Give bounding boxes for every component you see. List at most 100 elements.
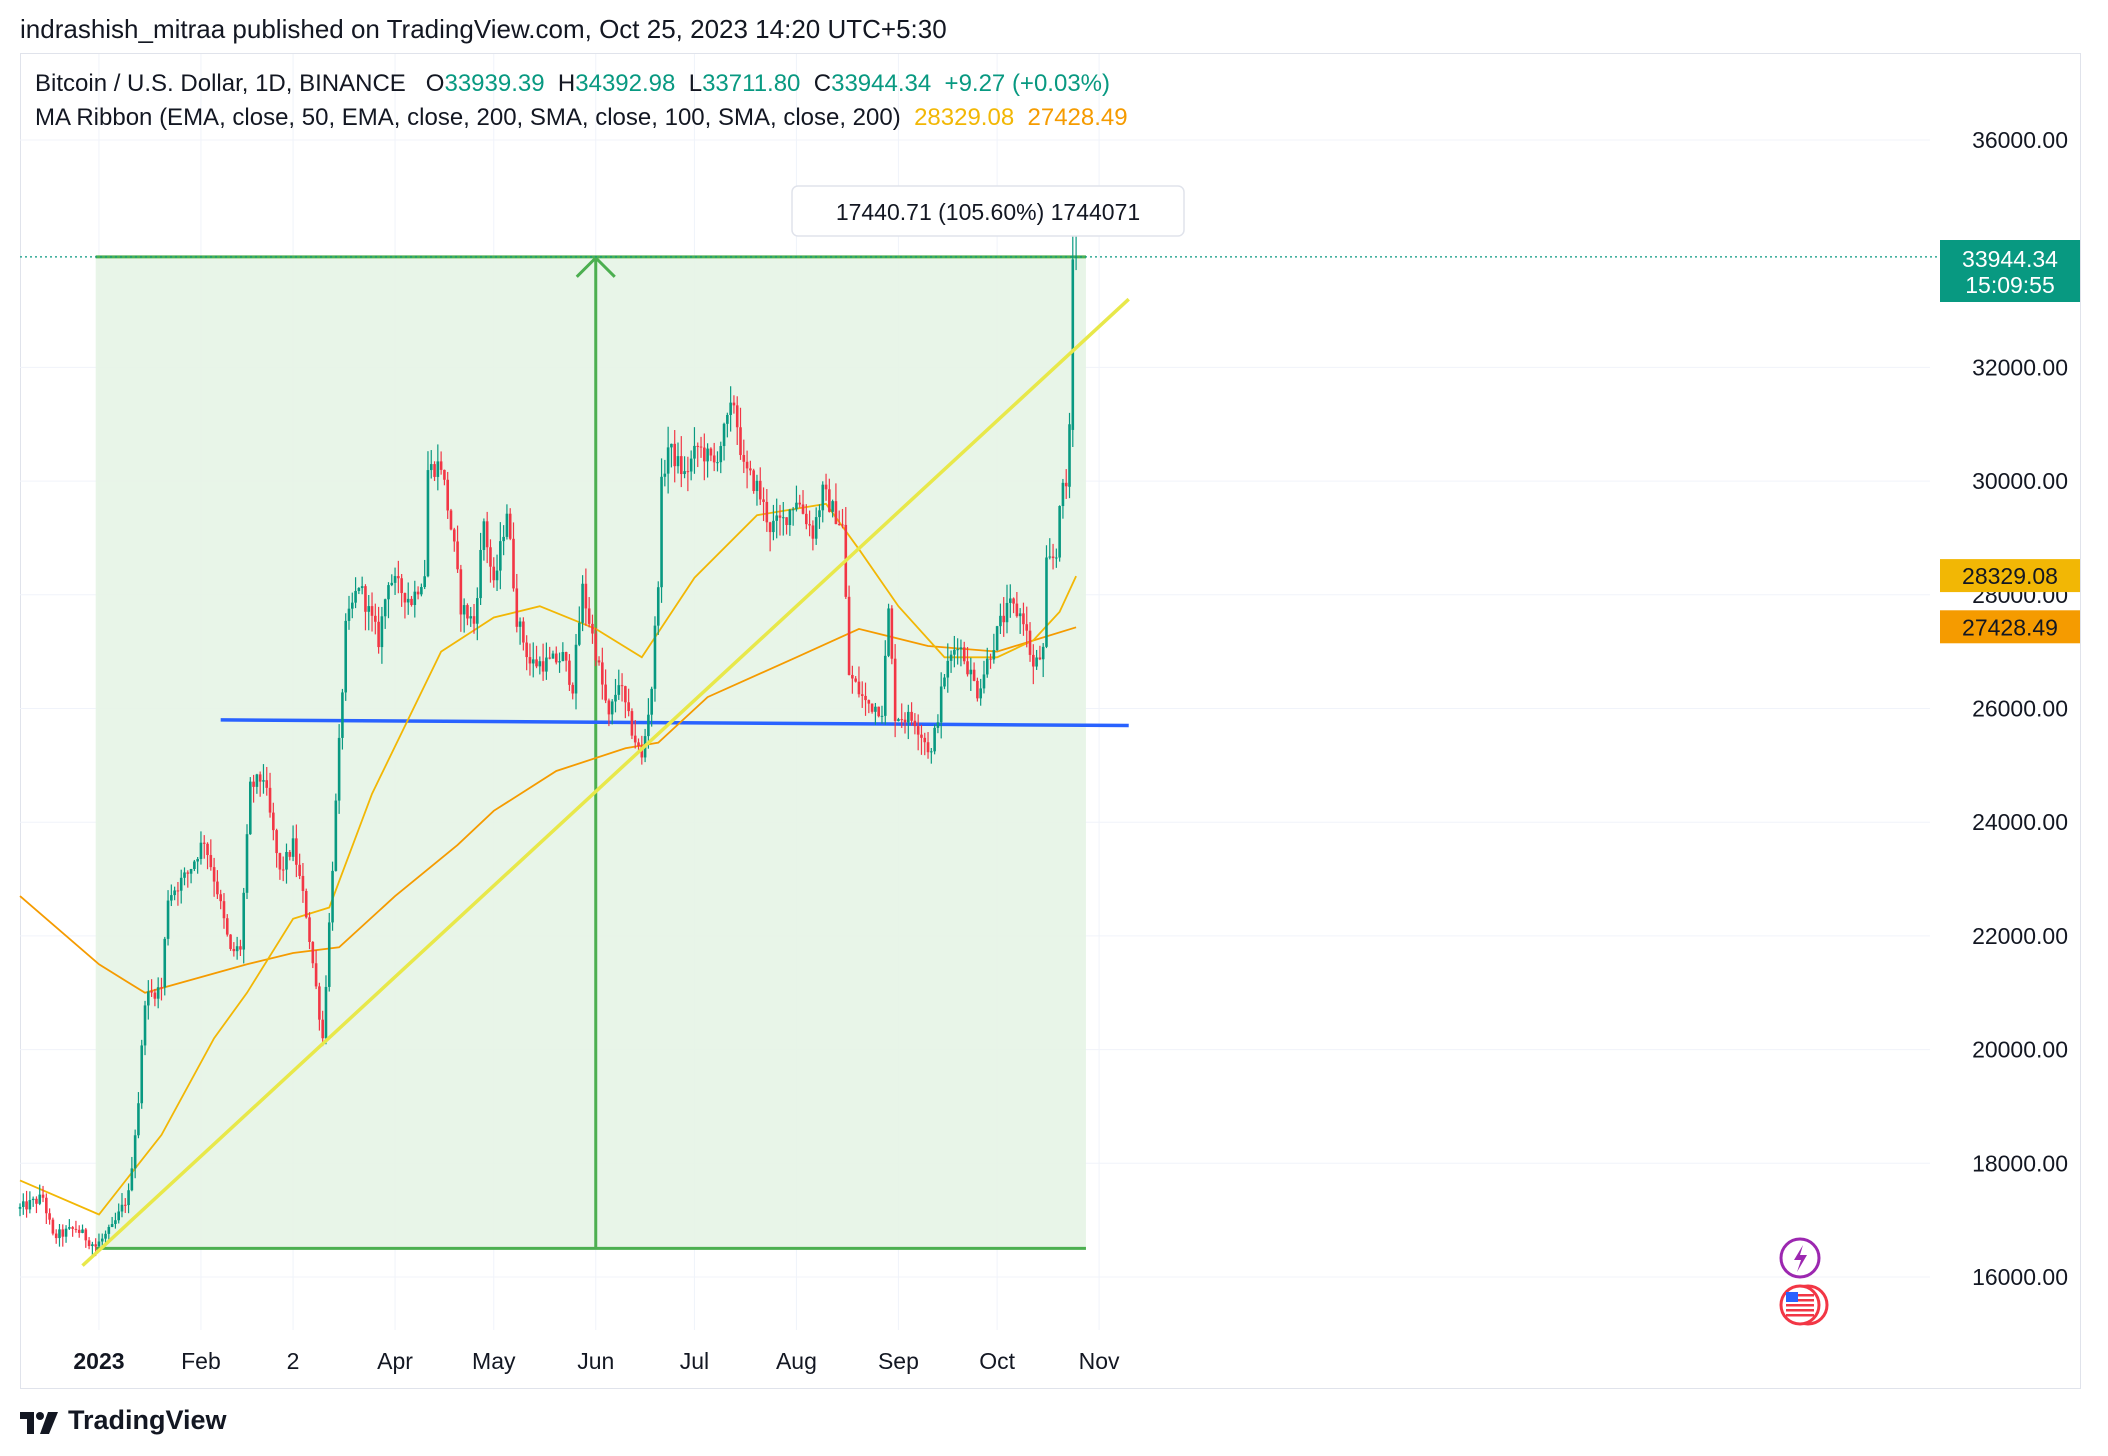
candle-up — [133, 1135, 137, 1169]
flag-stripe — [1786, 1294, 1814, 1297]
candle-up — [1008, 598, 1012, 603]
candle-up — [949, 654, 953, 661]
footer-brand[interactable]: TradingView — [20, 1405, 227, 1436]
candle-down — [742, 455, 746, 462]
x-tick-label: Nov — [1079, 1348, 1120, 1374]
symbol-legend: Bitcoin / U.S. Dollar, 1D, BINANCE O3393… — [35, 70, 1110, 98]
candle-up — [969, 669, 973, 675]
candle-up — [558, 661, 561, 663]
candle-up — [383, 599, 387, 617]
candle-up — [880, 715, 884, 717]
flag-stripe — [1786, 1299, 1814, 1302]
candle-up — [156, 987, 160, 999]
candle-down — [890, 608, 894, 659]
candle-up — [255, 774, 259, 787]
candle-up — [1005, 602, 1009, 623]
x-tick-label: Oct — [979, 1348, 1015, 1374]
candle-up — [1035, 657, 1038, 667]
candle-down — [900, 719, 904, 721]
candle-up — [775, 515, 778, 521]
x-tick-label: Aug — [776, 1348, 817, 1374]
candle-down — [989, 658, 992, 660]
candle-down — [508, 513, 512, 539]
ma-value-2: 27428.49 — [1027, 104, 1128, 131]
candle-down — [449, 510, 453, 530]
candle-down — [456, 541, 459, 570]
candle-up — [650, 688, 653, 715]
candle-up — [706, 448, 709, 462]
candle-down — [765, 501, 769, 523]
lightning-icon[interactable] — [1779, 1237, 1821, 1279]
candle-up — [393, 576, 397, 583]
y-tick-label: 32000.00 — [1972, 354, 2068, 380]
close-value: 33944.34 — [831, 70, 932, 97]
candle-up — [140, 1045, 144, 1104]
candle-up — [354, 590, 357, 603]
candle-up — [137, 1103, 140, 1136]
high-value: 34392.98 — [575, 70, 676, 97]
candle-down — [867, 700, 871, 704]
candle-down — [209, 855, 213, 868]
x-tick-label: Apr — [377, 1348, 413, 1374]
ascending-trendline — [81, 297, 1130, 1267]
candle-down — [472, 616, 476, 624]
candle-down — [847, 596, 851, 675]
candle-down — [176, 890, 180, 892]
candle-down — [841, 524, 844, 526]
candle-down — [870, 703, 874, 712]
candle-up — [656, 587, 660, 626]
candle-down — [762, 499, 765, 502]
candle-up — [670, 443, 673, 448]
candle-up — [610, 701, 614, 715]
us-flag-icon[interactable] — [1779, 1284, 1829, 1326]
candle-up — [788, 509, 792, 526]
candle-down — [903, 719, 907, 723]
candle-down — [160, 987, 163, 989]
candle-down — [84, 1229, 88, 1241]
ma-ribbon-label[interactable]: MA Ribbon (EMA, close, 50, EMA, close, 2… — [35, 104, 901, 131]
candle-up — [505, 513, 509, 537]
candle-up — [1041, 646, 1045, 660]
candle-up — [107, 1227, 111, 1234]
candle-down — [712, 455, 716, 463]
candle-up — [114, 1220, 117, 1225]
candle-down — [1015, 603, 1019, 617]
candle-up — [173, 890, 176, 896]
candle-up — [100, 1238, 104, 1242]
candle-down — [94, 1244, 97, 1247]
symbol-name[interactable]: Bitcoin / U.S. Dollar, 1D, BINANCE — [35, 70, 406, 97]
candle-down — [275, 830, 278, 854]
candle-down — [512, 538, 515, 589]
candle-up — [104, 1233, 107, 1239]
candle-down — [272, 812, 275, 831]
candles-group — [18, 185, 1078, 1257]
candle-up — [68, 1227, 71, 1229]
change-value: +9.27 (+0.03%) — [944, 70, 1110, 97]
candle-down — [752, 470, 755, 492]
candle-down — [778, 515, 782, 518]
candle-down — [216, 881, 219, 895]
candle-down — [916, 726, 920, 735]
candle-down — [443, 469, 446, 480]
candle-down — [923, 737, 927, 743]
support-line — [220, 718, 1129, 728]
flag-stripe — [1786, 1304, 1814, 1307]
y-tick-label: 36000.00 — [1972, 127, 2068, 153]
candle-down — [403, 593, 407, 603]
candle-up — [531, 659, 535, 664]
candle-up — [653, 625, 657, 689]
candle-up — [242, 892, 246, 950]
x-tick-label: Feb — [181, 1348, 221, 1374]
price-range-region — [95, 256, 1086, 1249]
candle-down — [699, 446, 703, 448]
candle-up — [196, 858, 199, 862]
ma-value-1: 28329.08 — [914, 104, 1015, 131]
ma-value-tag-bg — [1940, 610, 2080, 644]
candle-up — [423, 576, 426, 588]
candle-up — [999, 615, 1002, 627]
candle-up — [166, 900, 170, 939]
candle-down — [620, 685, 624, 687]
candle-down — [51, 1219, 55, 1234]
candle-down — [522, 621, 525, 643]
